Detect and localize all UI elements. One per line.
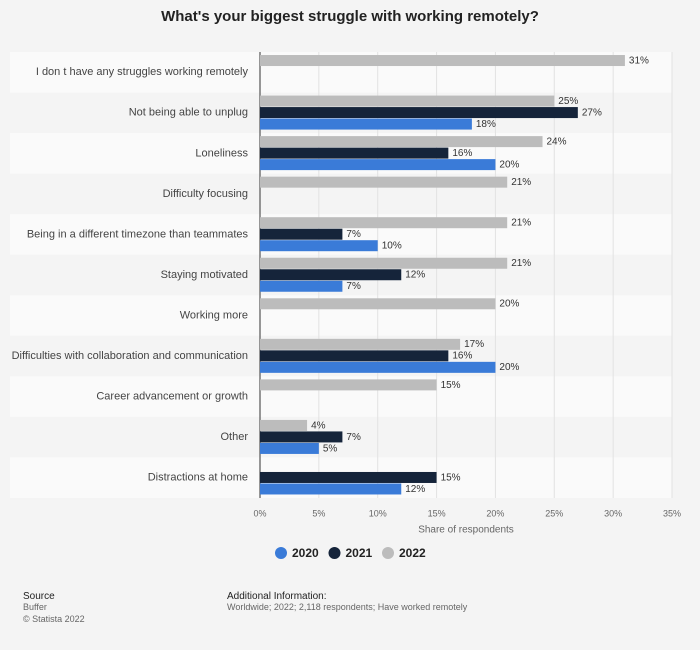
bar: [260, 118, 472, 130]
category-label: Difficulties with collaboration and comm…: [12, 350, 248, 362]
x-tick-label: 25%: [545, 508, 563, 518]
x-axis-label: Share of respondents: [418, 525, 514, 536]
value-label: 20%: [499, 362, 519, 373]
bar: [260, 217, 508, 229]
category-label: Working more: [180, 309, 248, 321]
value-label: 5%: [323, 443, 338, 454]
bar: [260, 483, 402, 495]
x-tick-label: 0%: [253, 508, 266, 518]
bar: [260, 147, 449, 159]
info-title: Additional Information:: [227, 591, 327, 602]
x-tick-label: 30%: [604, 508, 622, 518]
x-tick-label: 15%: [428, 508, 446, 518]
category-label: Staying motivated: [161, 269, 248, 281]
bar: [260, 379, 437, 391]
value-label: 27%: [582, 107, 602, 118]
x-tick-label: 20%: [486, 508, 504, 518]
source: Buffer: [23, 602, 47, 612]
value-label: 4%: [311, 420, 326, 431]
category-label: Other: [220, 431, 248, 443]
bar: [260, 107, 578, 119]
value-label: 7%: [346, 281, 361, 292]
bar: [260, 228, 343, 240]
bar: [260, 350, 449, 362]
value-label: 16%: [452, 148, 472, 159]
value-label: 17%: [464, 339, 484, 350]
value-label: 7%: [346, 229, 361, 240]
value-label: 10%: [382, 241, 402, 252]
chart-title: What's your biggest struggle with workin…: [161, 8, 539, 25]
value-label: 7%: [346, 432, 361, 443]
value-label: 20%: [499, 160, 519, 171]
x-tick-label: 10%: [369, 508, 387, 518]
bar: [260, 442, 319, 454]
legend-marker: [328, 547, 341, 559]
bar: [260, 298, 496, 310]
category-label: Distractions at home: [148, 472, 248, 484]
legend-label: 2021: [346, 546, 373, 560]
bar: [260, 338, 461, 350]
value-label: 12%: [405, 484, 425, 495]
category-label: I don t have any struggles working remot…: [36, 66, 249, 78]
bar: [260, 280, 343, 292]
bar: [260, 269, 402, 281]
x-tick-label: 35%: [663, 508, 681, 518]
value-label: 24%: [547, 137, 567, 148]
bar: [260, 95, 555, 107]
bar: [260, 419, 308, 431]
bar: [260, 471, 437, 483]
value-label: 21%: [511, 218, 531, 229]
category-label: Loneliness: [195, 147, 248, 159]
bar: [260, 240, 378, 252]
bar: [260, 159, 496, 171]
value-label: 31%: [629, 55, 649, 66]
copyright: © Statista 2022: [23, 614, 85, 624]
category-label: Being in a different timezone than teamm…: [27, 228, 249, 240]
bar: [260, 431, 343, 443]
value-label: 16%: [452, 351, 472, 362]
legend-marker: [382, 547, 394, 559]
bar: [260, 361, 496, 373]
value-label: 15%: [441, 380, 461, 391]
category-label: Career advancement or growth: [96, 391, 248, 403]
legend-label: 2020: [292, 546, 319, 560]
value-label: 21%: [511, 258, 531, 269]
value-label: 25%: [558, 96, 578, 107]
bar: [260, 257, 508, 269]
value-label: 21%: [511, 177, 531, 188]
legend-label: 2022: [399, 546, 426, 560]
value-label: 12%: [405, 270, 425, 281]
value-label: 15%: [441, 472, 461, 483]
info: Worldwide; 2022; 2,118 respondents; Have…: [227, 602, 468, 612]
source-title: Source: [23, 591, 55, 602]
value-label: 20%: [499, 299, 519, 310]
x-tick-label: 5%: [312, 508, 325, 518]
bar: [260, 176, 508, 188]
bar: [260, 136, 543, 148]
bar: [260, 55, 625, 67]
legend-marker: [275, 547, 287, 559]
value-label: 18%: [476, 119, 496, 130]
category-label: Difficulty focusing: [163, 188, 248, 200]
category-label: Not being able to unplug: [129, 107, 248, 119]
